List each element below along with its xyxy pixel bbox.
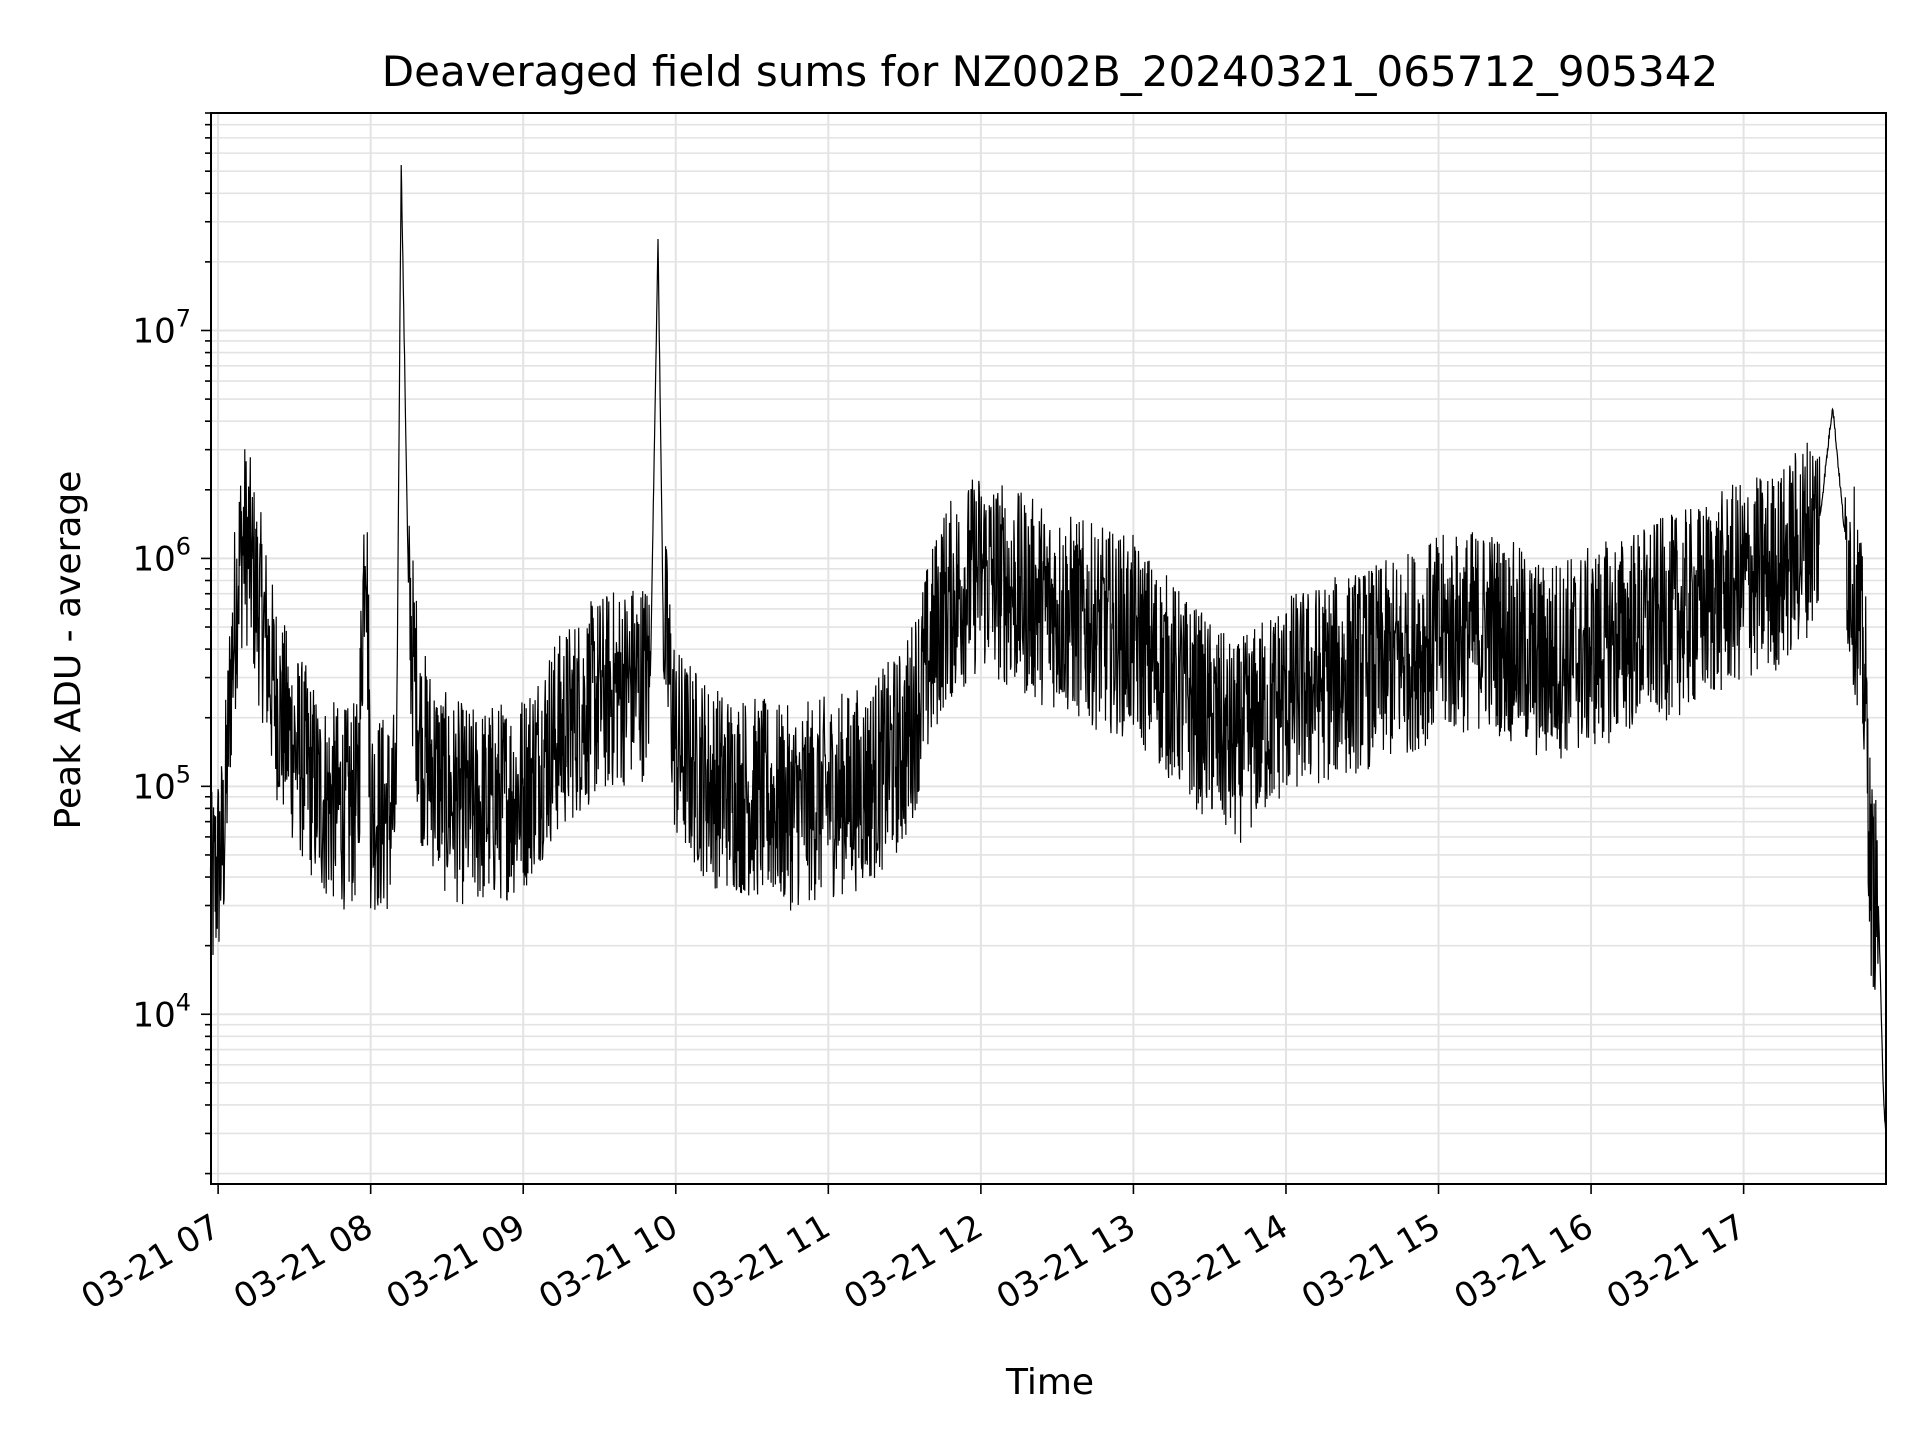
y-tick-label: 106 [132, 532, 191, 579]
chart-title: Deaveraged field sums for NZ002B_2024032… [382, 47, 1718, 96]
y-tick-label: 104 [132, 988, 191, 1035]
y-tick-label: 105 [132, 760, 191, 807]
series-line [209, 164, 1887, 1141]
y-axis-label: Peak ADU - average [48, 471, 89, 830]
y-tick-label: 107 [132, 304, 191, 351]
x-axis-label: Time [1005, 1362, 1094, 1403]
data-layer [209, 164, 1887, 1141]
